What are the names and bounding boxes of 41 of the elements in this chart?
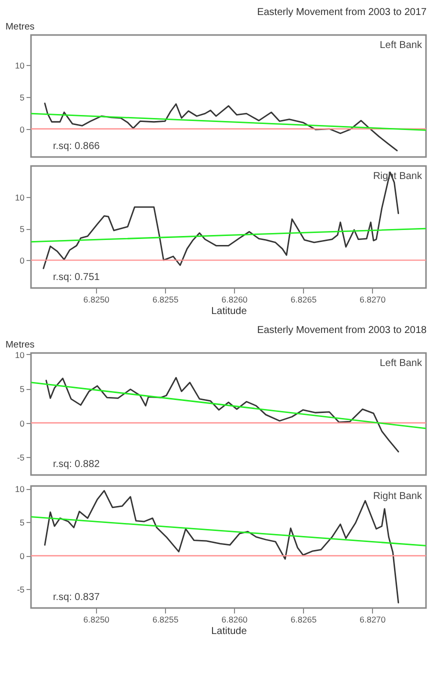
x-axis-title: Latitude (211, 306, 248, 317)
x-tick-label: 6.8265 (290, 614, 317, 624)
line-series (42, 172, 400, 270)
x-axis-title: Latitude (211, 626, 248, 637)
y-tick-label: 10 (15, 60, 25, 71)
y-tick-label: 5 (20, 518, 25, 528)
x-tick-label: 6.8260 (222, 294, 248, 304)
y-tick-label: 5 (20, 92, 25, 102)
x-tick-label: 6.8265 (290, 294, 317, 304)
x-tick-label: 6.8260 (222, 614, 248, 624)
y-tick-label: -5 (16, 584, 25, 595)
line-series (45, 376, 400, 452)
y-tick-label: 0 (20, 551, 25, 562)
line-series (44, 102, 398, 152)
y-tick-label: 10 (15, 350, 25, 360)
y-tick-label: 0 (20, 418, 25, 428)
y-tick-label: 5 (20, 384, 25, 394)
y-tick-label: 0 (20, 256, 25, 266)
y-tick-label: 0 (20, 124, 25, 134)
y-tick-label: 10 (15, 484, 25, 494)
annotation: r.sq: 0.751 (53, 272, 100, 283)
annotation: r.sq: 0.882 (53, 459, 100, 470)
x-tick-label: 6.8270 (360, 294, 386, 304)
x-tick-label: 6.8250 (83, 614, 110, 624)
x-tick-label: 6.8255 (152, 614, 179, 624)
y-tick-label: 5 (20, 224, 25, 234)
annotation: r.sq: 0.837 (53, 592, 100, 603)
annotation: r.sq: 0.866 (53, 141, 100, 152)
y-axis-title: Metres (6, 22, 35, 32)
annotation: Left Bank (380, 40, 423, 51)
x-tick-label: 6.8270 (360, 614, 386, 624)
chart-title: Easterly Movement from 2003 to 2018 (257, 325, 428, 336)
y-tick-label: -5 (16, 452, 25, 463)
y-tick-label: 10 (15, 192, 25, 202)
annotation: Left Bank (380, 358, 423, 369)
x-tick-label: 6.8250 (83, 294, 110, 304)
chart-title: Easterly Movement from 2003 to 2017 (257, 7, 428, 18)
y-axis-title: Metres (6, 340, 35, 350)
line-series (44, 490, 400, 604)
x-tick-label: 6.8255 (152, 294, 179, 304)
annotation: Right Bank (373, 491, 423, 502)
